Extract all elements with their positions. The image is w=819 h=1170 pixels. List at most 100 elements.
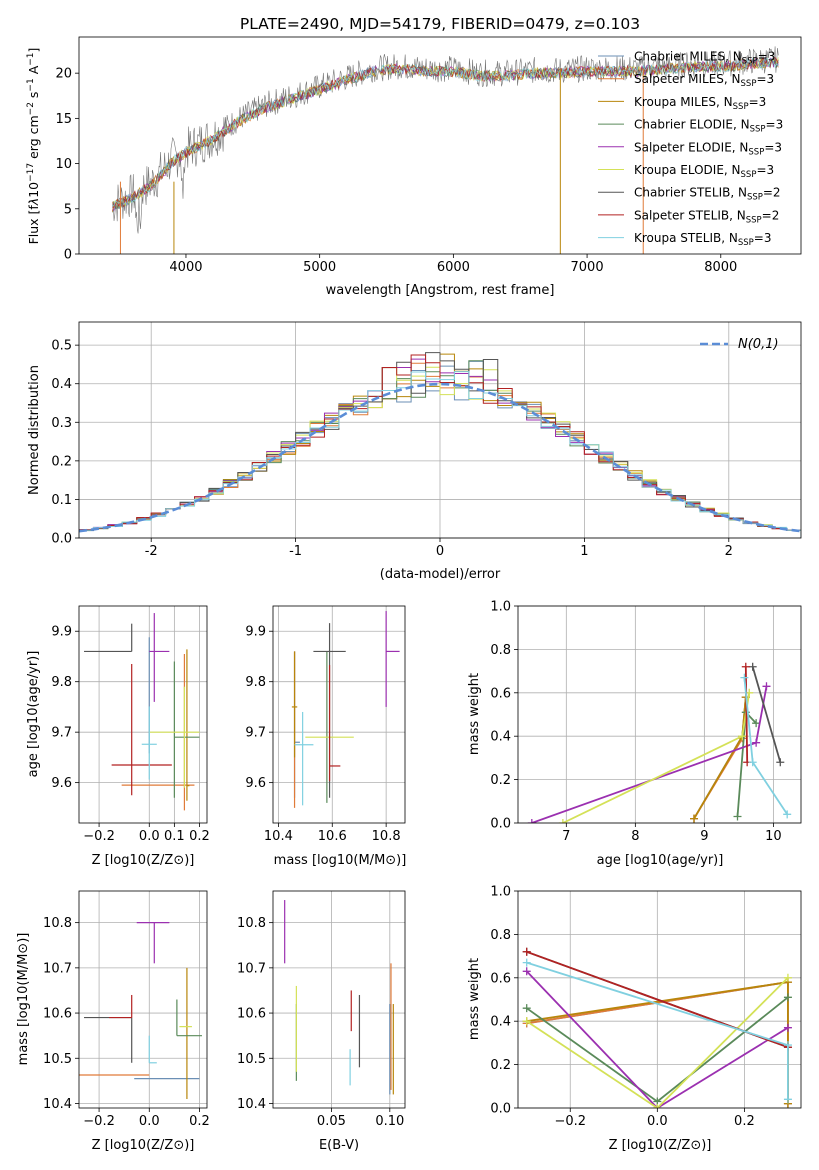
weight-marker <box>522 947 531 956</box>
y-tick-label: 10.7 <box>237 961 266 976</box>
axes-frame <box>78 890 208 1109</box>
weight-marker <box>558 819 567 823</box>
y-axis-label: mass [log10(M/M⊙)] <box>16 933 31 1066</box>
legend-label: N(0,1) <box>738 337 779 352</box>
x-tick-label: 0.0 <box>139 829 160 844</box>
plot-area <box>522 947 792 1108</box>
x-tick-label: 10.4 <box>264 829 293 844</box>
model-fit-line <box>112 57 779 213</box>
observed-spectrum <box>112 46 779 234</box>
y-tick-label: 0.0 <box>490 1102 511 1117</box>
y-axis-label: Normed distribution <box>27 365 42 495</box>
y-tick-label: 0.2 <box>490 1058 511 1073</box>
y-tick-label: 10.4 <box>237 1097 266 1112</box>
legend-label: Chabrier STELIB, NSSP=2 <box>634 186 781 203</box>
axes-frame <box>78 321 802 539</box>
weight-marker <box>783 810 792 819</box>
plot-area <box>527 662 792 823</box>
x-tick-label: -1 <box>289 544 302 559</box>
y-axis-label: mass weight <box>467 673 482 755</box>
x-tick-label: 0 <box>436 544 444 559</box>
x-tick-label: 5000 <box>303 260 336 275</box>
x-tick-label: 2 <box>725 544 733 559</box>
y-tick-label: 9.7 <box>245 726 266 741</box>
weight-marker <box>776 758 785 767</box>
x-tick-label: 0.2 <box>734 1114 755 1129</box>
x-axis-label: Z [log10(Z/Z⊙)] <box>609 1138 712 1153</box>
x-tick-label: 8 <box>631 829 639 844</box>
plot-area <box>112 46 779 254</box>
z-weight-panel: −0.2 0.0 0.2 0.0 0.2 0.4 0.6 0.8 1.0 Z [log10(Z/Z… <box>467 885 802 1153</box>
weight-marker <box>783 1041 792 1050</box>
x-tick-label: 10.6 <box>318 829 347 844</box>
y-tick-label: 9.8 <box>245 675 266 690</box>
model-fit-line <box>112 57 779 207</box>
y-tick-label: 20 <box>55 67 72 82</box>
y-tick-label: 9.6 <box>245 776 266 791</box>
weight-marker <box>752 738 761 747</box>
axes-frame <box>517 605 802 824</box>
x-tick-label: 0.0 <box>647 1114 668 1129</box>
y-tick-label: 9.9 <box>245 625 266 640</box>
weight-marker <box>690 814 699 823</box>
y-tick-label: 0.2 <box>490 773 511 788</box>
weight-marker <box>527 819 536 823</box>
x-axis-label: mass [log10(M/M⊙)] <box>274 853 407 868</box>
y-tick-label: 0.8 <box>490 643 511 658</box>
legend-label: Chabrier ELODIE, NSSP=3 <box>634 118 783 135</box>
x-tick-label: 0.2 <box>189 829 210 844</box>
weight-line <box>751 666 782 763</box>
model-fit-line <box>112 57 779 209</box>
weight-marker <box>741 662 750 671</box>
y-tick-label: 0.5 <box>51 339 72 354</box>
ebv-mass-panel: 0.05 0.10 10.4 10.5 10.6 10.7 10.8 E(B-V) <box>237 890 406 1153</box>
plot-area <box>79 352 801 538</box>
y-tick-label: 0.2 <box>51 454 72 469</box>
weight-marker <box>522 958 531 967</box>
weight-marker <box>740 673 749 682</box>
x-tick-label: 10 <box>765 829 782 844</box>
x-axis-label: Z [log10(Z/Z⊙)] <box>92 853 195 868</box>
weight-marker <box>783 1095 792 1104</box>
y-tick-label: 9.8 <box>51 675 72 690</box>
x-tick-label: 1 <box>580 544 588 559</box>
y-axis-label: mass weight <box>467 958 482 1040</box>
legend-label: Chabrier MILES, NSSP=3 <box>634 50 775 67</box>
y-tick-label: 0.6 <box>490 686 511 701</box>
x-axis-label: E(B-V) <box>319 1138 359 1153</box>
plot-area <box>79 922 202 1099</box>
y-tick-label: 5 <box>64 202 72 217</box>
weight-marker <box>522 1017 531 1026</box>
axes-frame <box>517 890 802 1109</box>
x-tick-label: 0.2 <box>189 1114 210 1129</box>
axes-frame <box>78 605 208 824</box>
axes-frame <box>78 36 802 255</box>
x-axis-label: age [log10(age/yr)] <box>597 853 724 868</box>
chart-title: PLATE=2490, MJD=54179, FIBERID=0479, z=0… <box>240 15 640 33</box>
weight-line <box>526 970 789 1108</box>
weight-marker <box>733 812 742 821</box>
histogram-step <box>79 354 801 538</box>
spectrum-panel: 4000 5000 6000 7000 8000 0 5 10 15 20 PLATE=2490, … <box>26 15 802 298</box>
legend-label: Salpeter ELODIE, NSSP=3 <box>634 140 782 157</box>
y-tick-label: 10.6 <box>237 1007 266 1022</box>
x-axis-label: Z [log10(Z/Z⊙)] <box>92 1138 195 1153</box>
x-tick-label: 0.0 <box>139 1114 160 1129</box>
x-tick-label: 0.05 <box>317 1114 346 1129</box>
x-tick-label: 6000 <box>437 260 470 275</box>
y-tick-label: 0.1 <box>51 493 72 508</box>
weight-marker <box>522 1004 531 1013</box>
plot-area <box>84 613 200 811</box>
y-tick-label: 10.4 <box>43 1097 72 1112</box>
x-tick-label: 7 <box>562 829 570 844</box>
x-axis-label: (data-model)/error <box>380 567 501 582</box>
y-tick-label: 15 <box>55 112 72 127</box>
x-tick-label: 7000 <box>571 260 604 275</box>
weight-marker <box>748 758 757 767</box>
y-tick-label: 1.0 <box>490 885 511 900</box>
y-tick-label: 9.6 <box>51 776 72 791</box>
y-tick-label: 0.0 <box>490 817 511 832</box>
plot-area <box>291 611 400 808</box>
legend-label: Kroupa ELODIE, NSSP=3 <box>634 163 774 180</box>
